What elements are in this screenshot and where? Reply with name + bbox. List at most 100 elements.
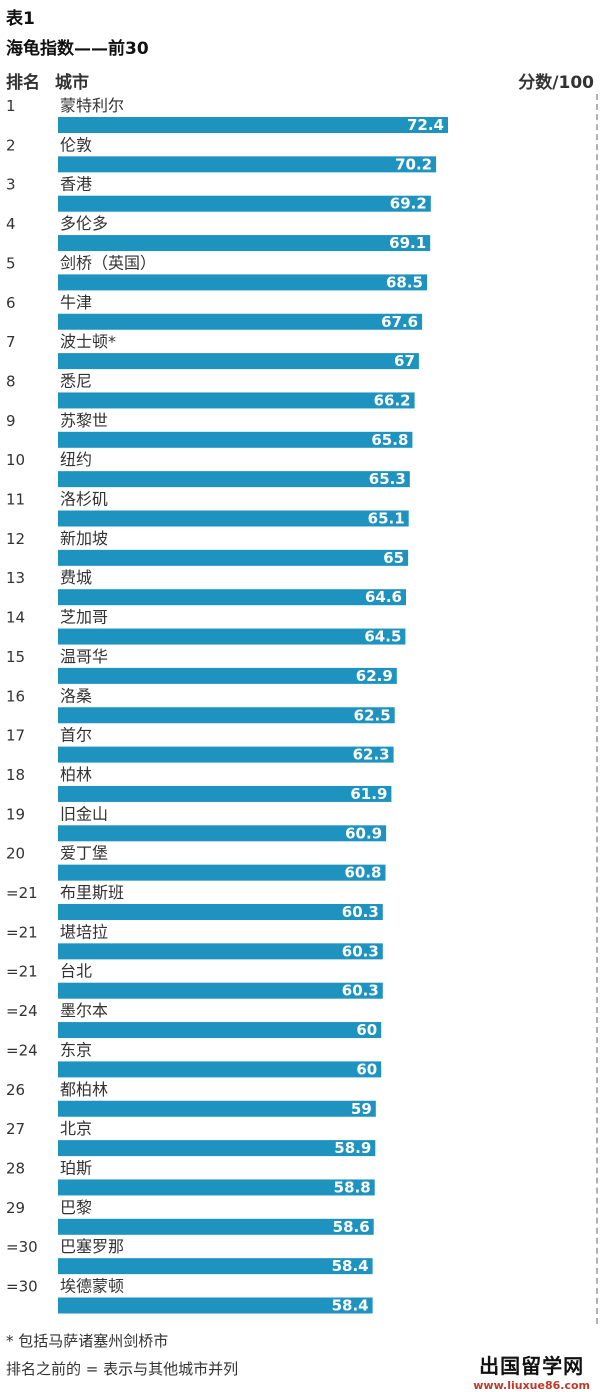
rank-label: =30 [6, 1238, 38, 1256]
bar [58, 864, 386, 881]
rank-label: 29 [6, 1199, 25, 1217]
bar [58, 274, 427, 291]
city-label: 首尔 [60, 726, 92, 745]
value-label: 70.2 [395, 155, 432, 173]
value-label: 60 [356, 1060, 377, 1078]
city-label: 温哥华 [60, 647, 108, 666]
city-label: 牛津 [60, 293, 92, 312]
city-label: 北京 [60, 1119, 92, 1138]
value-label: 60 [356, 1021, 377, 1039]
rank-label: 10 [6, 451, 25, 469]
rank-label: 4 [6, 215, 16, 233]
rank-label: 12 [6, 530, 25, 548]
city-label: 蒙特利尔 [60, 96, 124, 115]
value-label: 58.6 [333, 1218, 370, 1236]
value-label: 60.3 [342, 942, 379, 960]
rank-label: 26 [6, 1081, 25, 1099]
value-label: 64.6 [365, 588, 402, 606]
value-label: 68.5 [386, 273, 423, 291]
value-label: 58.9 [334, 1139, 371, 1157]
rank-label: 16 [6, 687, 25, 705]
rank-label: 15 [6, 648, 25, 666]
bar [58, 628, 406, 645]
bar [58, 195, 431, 212]
value-label: 65 [383, 549, 404, 567]
bar [58, 510, 409, 527]
city-label: 都柏林 [60, 1080, 108, 1099]
rank-label: 3 [6, 176, 16, 194]
bar [58, 1218, 374, 1235]
bar [58, 982, 383, 999]
bar [58, 431, 413, 448]
city-label: 费城 [60, 568, 92, 587]
city-label: 巴黎 [60, 1198, 92, 1217]
city-label: 波士顿* [60, 332, 116, 351]
value-label: 58.8 [334, 1178, 371, 1196]
city-label: 苏黎世 [60, 411, 108, 430]
bar [58, 1061, 382, 1078]
city-label: 伦敦 [60, 135, 92, 154]
city-label: 剑桥（英国） [60, 253, 156, 272]
bar [58, 904, 383, 920]
city-label: 旧金山 [60, 804, 108, 823]
value-label: 62.3 [353, 746, 390, 764]
bar [58, 943, 383, 960]
city-label: 柏林 [60, 765, 92, 784]
bar [58, 1258, 373, 1275]
watermark-title: 出国留学网 [479, 1354, 585, 1378]
city-label: 芝加哥 [60, 608, 108, 627]
rank-label: 14 [6, 609, 25, 627]
bar [58, 156, 437, 173]
bar [58, 235, 431, 252]
bar [58, 313, 423, 330]
rank-label: 5 [6, 254, 16, 272]
bar [58, 1140, 376, 1157]
rank-label: 6 [6, 294, 16, 312]
bar [58, 667, 397, 684]
bar [58, 1100, 376, 1117]
value-label: 65.8 [371, 431, 408, 449]
value-label: 65.1 [368, 510, 405, 528]
rank-label: =30 [6, 1278, 38, 1296]
value-label: 72.4 [407, 116, 444, 134]
watermark-url: www.liuxue86.com [473, 1379, 590, 1392]
rank-label: =21 [6, 963, 38, 981]
value-label: 62.5 [354, 706, 391, 724]
city-label: 洛杉矶 [60, 490, 108, 509]
city-label: 东京 [60, 1040, 92, 1059]
rank-label: 28 [6, 1159, 25, 1177]
max-score-dashed-line [596, 94, 598, 1324]
city-label: 埃德蒙顿 [60, 1277, 124, 1296]
rank-label: =21 [6, 884, 38, 902]
value-label: 66.2 [374, 391, 411, 409]
city-label: 悉尼 [60, 371, 92, 390]
rank-label: 19 [6, 805, 25, 823]
rank-label: =24 [6, 1041, 38, 1059]
footnote-ties: 排名之前的 = 表示与其他城市并列 [6, 1360, 239, 1378]
city-label: 墨尔本 [60, 1001, 108, 1020]
rank-label: 9 [6, 412, 16, 430]
city-label: 香港 [60, 175, 92, 194]
rank-label: 2 [6, 136, 16, 154]
value-label: 62.9 [356, 667, 393, 685]
city-label: 多伦多 [60, 214, 108, 233]
rank-label: 1 [6, 97, 16, 115]
rank-label: =21 [6, 923, 38, 941]
bar [58, 746, 394, 763]
value-label: 60.9 [345, 824, 382, 842]
value-label: 64.5 [364, 628, 401, 646]
bar [58, 707, 395, 724]
value-label: 69.2 [390, 195, 427, 213]
value-label: 59 [351, 1100, 372, 1118]
bar [58, 471, 410, 488]
value-label: 65.3 [369, 470, 406, 488]
city-label: 台北 [60, 962, 92, 981]
city-column-header: 城市 [55, 73, 89, 93]
watermark-logo: 出国留学网 www.liuxue86.com [473, 1350, 590, 1392]
bar [58, 1297, 373, 1314]
bar [58, 353, 419, 370]
rank-label: 17 [6, 727, 25, 745]
rank-label: 11 [6, 491, 25, 509]
bar [58, 1179, 375, 1196]
